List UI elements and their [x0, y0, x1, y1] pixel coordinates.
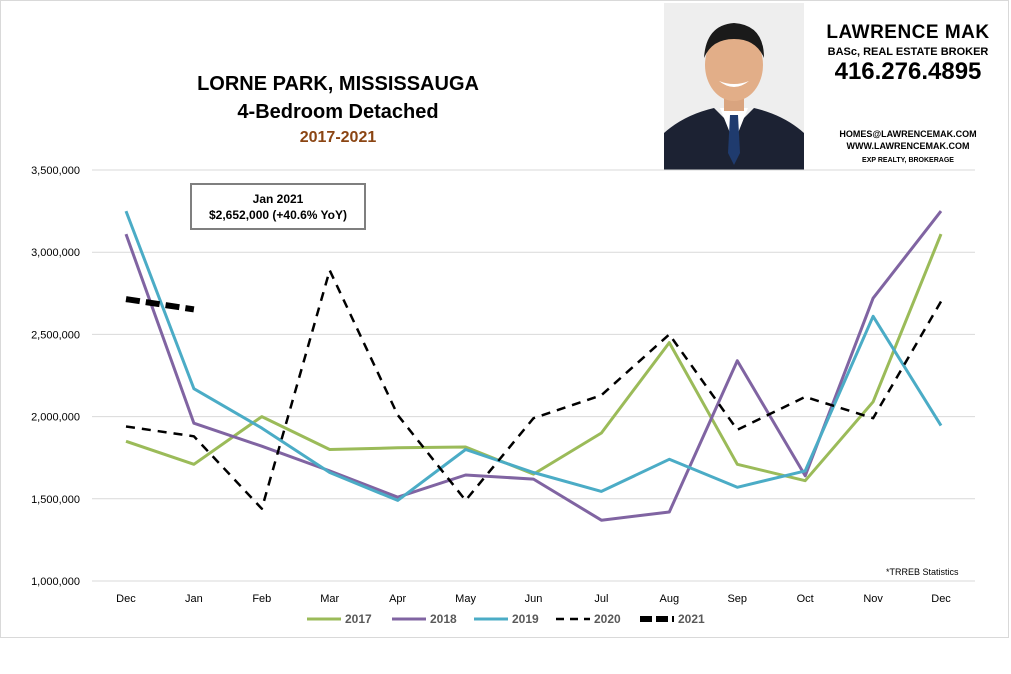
agent-brokerage: EXP REALTY, BROKERAGE	[862, 157, 954, 164]
x-tick-label: Sep	[727, 593, 747, 605]
y-tick-label: 2,000,000	[31, 412, 80, 424]
agent-phone: 416.276.4895	[834, 58, 982, 85]
x-tick-label: Aug	[660, 593, 680, 605]
x-tick-label: May	[455, 593, 476, 605]
chart-year-range: 2017-2021	[299, 129, 377, 146]
agent-info: LAWRENCE MAK BASc, REAL ESTATE BROKER 41…	[818, 22, 998, 86]
agent-credentials: BASc, REAL ESTATE BROKER	[827, 46, 989, 58]
legend-label-2021: 2021	[678, 612, 705, 626]
callout-month: Jan 2021	[252, 192, 304, 206]
chart-title: LORNE PARK, MISSISSAUGA	[197, 73, 479, 95]
callout-value: $2,652,000 (+40.6% YoY)	[209, 208, 347, 222]
agent-website: WWW.LAWRENCEMAK.COM	[846, 141, 970, 151]
x-tick-label: Dec	[116, 593, 136, 605]
x-tick-label: Oct	[797, 593, 814, 605]
x-tick-label: Mar	[320, 593, 339, 605]
x-tick-label: Feb	[252, 593, 271, 605]
x-tick-label: Dec	[931, 593, 951, 605]
agent-name: LAWRENCE MAK	[826, 22, 990, 43]
callout-box: Jan 2021 $2,652,000 (+40.6% YoY)	[190, 183, 366, 230]
x-tick-label: Apr	[389, 593, 406, 605]
chart-title-block: LORNE PARK, MISSISSAUGA 4-Bedroom Detach…	[188, 70, 488, 150]
series-line-2021	[125, 296, 195, 313]
agent-email: HOMES@LAWRENCEMAK.COM	[839, 129, 977, 139]
x-tick-label: Jun	[525, 593, 543, 605]
series-line-2020	[125, 269, 943, 510]
legend-label-2018: 2018	[430, 612, 457, 626]
agent-contact: HOMES@LAWRENCEMAK.COM WWW.LAWRENCEMAK.CO…	[818, 128, 998, 167]
y-tick-label: 2,500,000	[31, 329, 80, 341]
legend-label-2020: 2020	[594, 612, 621, 626]
agent-portrait-image	[664, 3, 804, 170]
y-tick-label: 3,000,000	[31, 247, 80, 259]
legend-label-2017: 2017	[345, 612, 372, 626]
x-tick-label: Jul	[594, 593, 608, 605]
series-line-2019	[124, 210, 943, 502]
legend-label-2019: 2019	[512, 612, 539, 626]
y-tick-label: 1,000,000	[31, 576, 80, 588]
y-tick-label: 3,500,000	[31, 165, 80, 177]
agent-photo	[664, 3, 804, 170]
x-tick-label: Jan	[185, 593, 203, 605]
source-note: *TRREB Statistics	[886, 567, 959, 577]
y-tick-label: 1,500,000	[31, 494, 80, 506]
chart-subtitle: 4-Bedroom Detached	[237, 101, 439, 123]
x-tick-label: Nov	[863, 593, 883, 605]
series-line-2018	[124, 210, 943, 522]
